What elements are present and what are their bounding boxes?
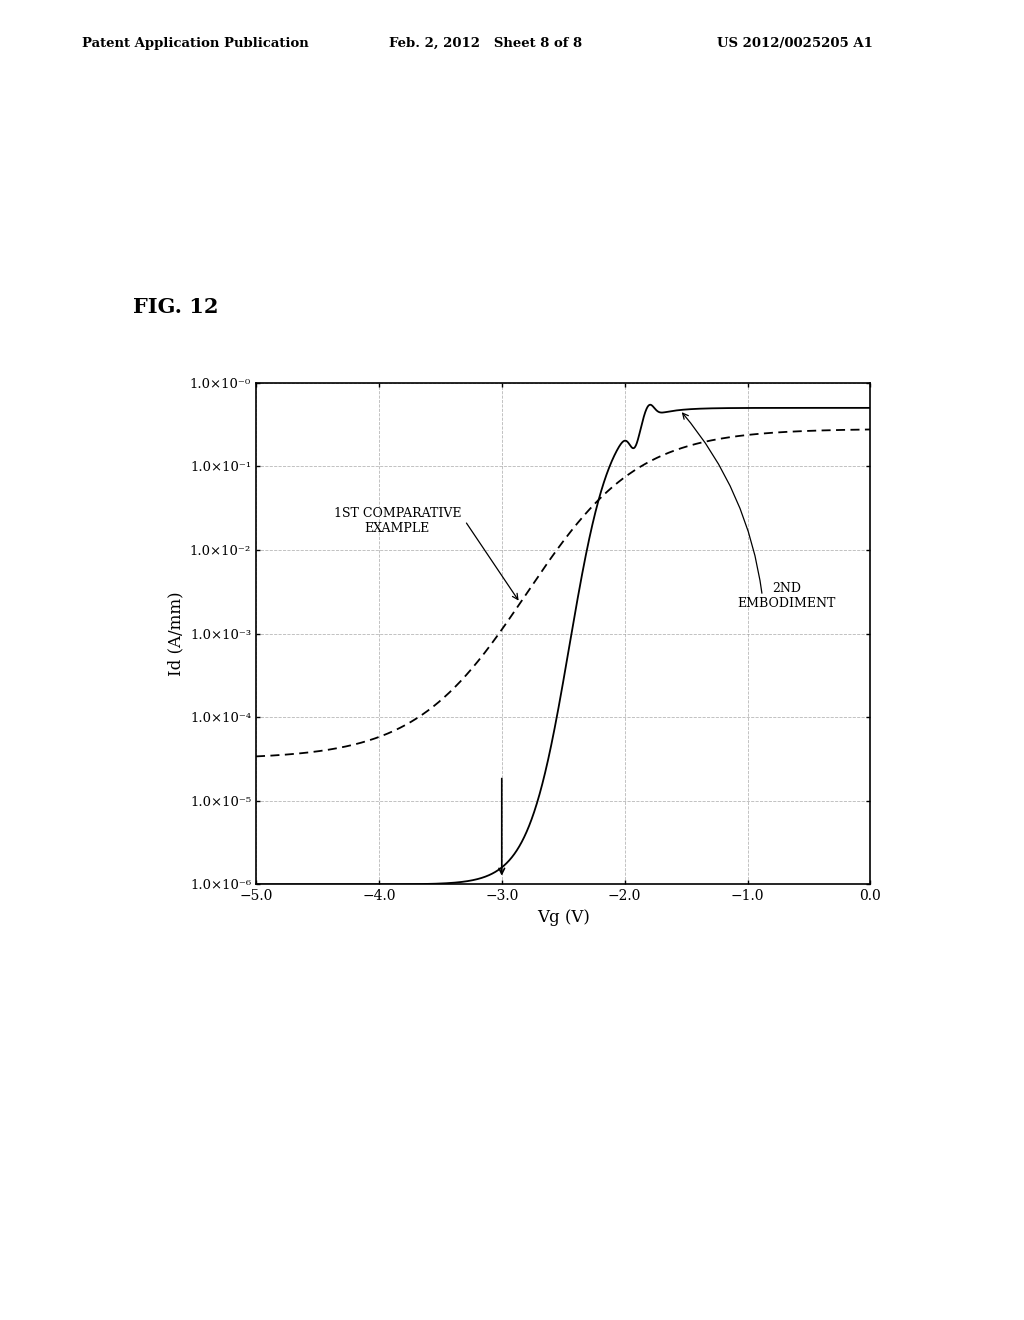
Text: Feb. 2, 2012   Sheet 8 of 8: Feb. 2, 2012 Sheet 8 of 8 bbox=[389, 37, 583, 50]
Text: 2ND
EMBODIMENT: 2ND EMBODIMENT bbox=[737, 582, 836, 610]
Text: FIG. 12: FIG. 12 bbox=[133, 297, 218, 317]
X-axis label: Vg (V): Vg (V) bbox=[537, 908, 590, 925]
Y-axis label: Id (A/mm): Id (A/mm) bbox=[167, 591, 184, 676]
Text: Patent Application Publication: Patent Application Publication bbox=[82, 37, 308, 50]
Text: US 2012/0025205 A1: US 2012/0025205 A1 bbox=[717, 37, 872, 50]
Text: 1ST COMPARATIVE
EXAMPLE: 1ST COMPARATIVE EXAMPLE bbox=[334, 507, 461, 535]
